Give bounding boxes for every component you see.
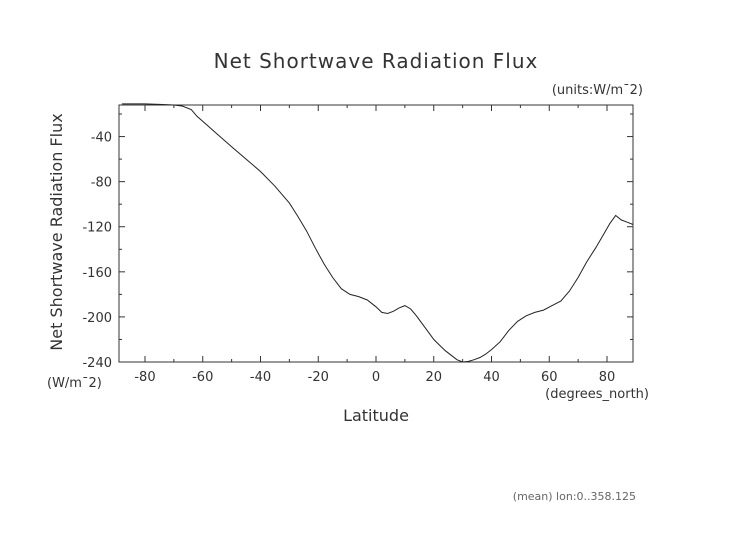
x-tick-label: 60: [541, 370, 558, 385]
x-tick-label: 40: [483, 370, 500, 385]
series-line: [121, 103, 634, 363]
x-tick-label: 0: [372, 370, 380, 385]
y-axis-label: Net Shortwave Radiation Flux: [47, 113, 66, 350]
y-axis-ticks: -40 -80 -120 -160 -200 -240: [82, 113, 633, 371]
footer-note: (mean) lon:0..358.125: [513, 490, 636, 503]
units-label: (units:W/m¯2): [552, 83, 643, 98]
x-axis-label: Latitude: [343, 406, 409, 425]
y-tick-label: -200: [82, 311, 112, 326]
x-tick-label: -40: [250, 370, 271, 385]
y-tick-label: -80: [91, 176, 112, 191]
x-axis-ticks: -80 -60 -40 -20 0 20 40 60 80: [134, 105, 615, 385]
y-tick-label: -120: [82, 221, 112, 236]
x-tick-label: 80: [599, 370, 616, 385]
x-tick-label: -60: [192, 370, 213, 385]
plot-frame: [118, 104, 634, 363]
y-tick-label: -240: [82, 356, 112, 371]
y-axis-units: (W/m¯2): [47, 376, 102, 391]
chart-title: Net Shortwave Radiation Flux: [214, 49, 539, 73]
x-tick-label: -20: [308, 370, 329, 385]
y-tick-label: -40: [91, 131, 112, 146]
x-tick-label: 20: [425, 370, 442, 385]
x-tick-label: -80: [134, 370, 155, 385]
y-tick-label: -160: [82, 266, 112, 281]
x-axis-units: (degrees_north): [545, 387, 649, 402]
